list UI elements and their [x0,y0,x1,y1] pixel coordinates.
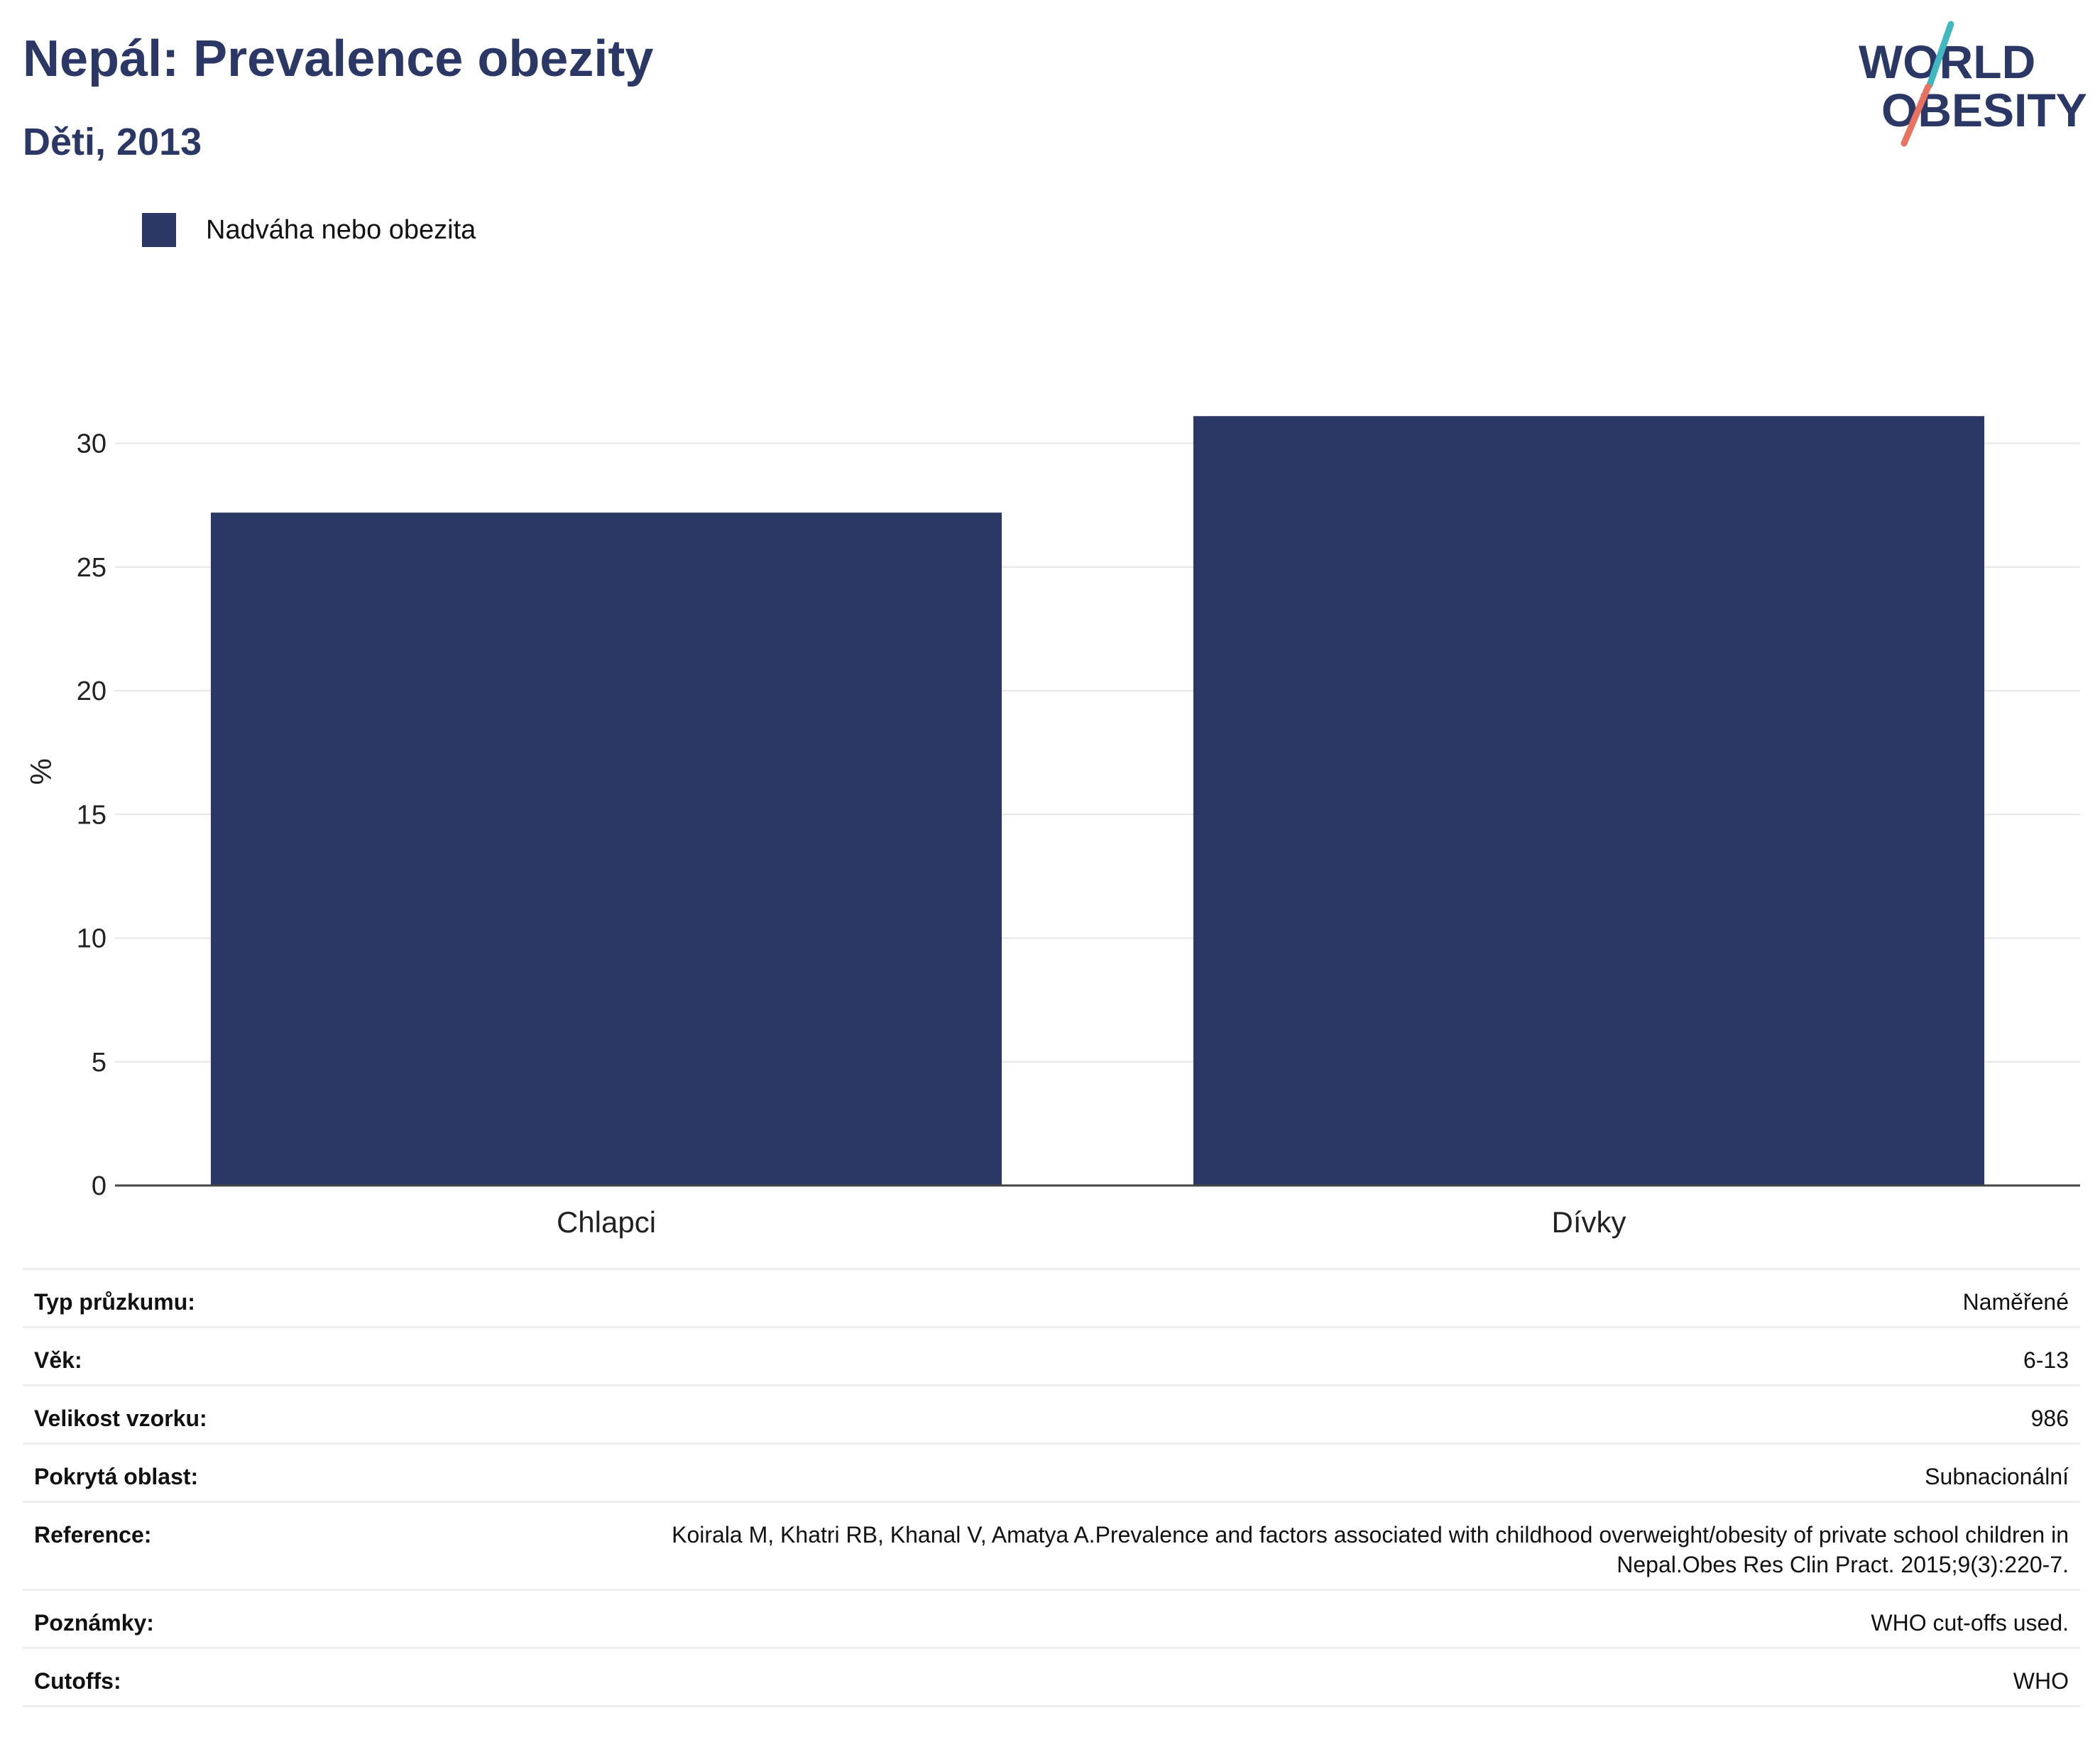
details-key: Typ průzkumu: [34,1289,195,1315]
x-tick-label: Chlapci [557,1205,656,1239]
details-value: WHO [2013,1668,2069,1694]
bar [210,513,1002,1185]
details-key: Pokrytá oblast: [34,1464,199,1489]
details-row: Pokrytá oblast: Subnacionální [23,1445,2080,1503]
details-row: Reference: Koirala M, Khatri RB, Khanal V… [23,1503,2080,1591]
y-axis-label: % [24,758,58,784]
x-tick-label: Dívky [1552,1205,1626,1239]
details-value: Subnacionální [1925,1464,2069,1489]
legend-label: Nadváha nebo obezita [206,214,476,245]
y-tick-label: 25 [77,553,106,583]
chart-legend: Nadváha nebo obezita [142,210,476,250]
bar-chart: 0 5 10 15 20 25 30 Chlapci Dívky% [24,416,2080,1239]
axes: 0 5 10 15 20 25 30 Chlapci Dívky% [24,429,2080,1239]
details-key: Věk: [34,1347,82,1373]
chart-subtitle: Děti, 2013 [23,121,202,163]
details-value: Koirala M, Khatri RB, Khanal V, Amatya A… [672,1522,2069,1577]
legend-swatch [142,213,176,247]
details-value: 986 [2030,1406,2069,1431]
details-row: Poznámky: WHO cut-offs used. [23,1591,2080,1649]
chart-title: Nepál: Prevalence obezity [23,31,654,87]
details-row: Věk: 6-13 [23,1328,2080,1386]
y-tick-label: 30 [77,429,106,459]
details-value: WHO cut-offs used. [1871,1610,2069,1636]
y-tick-label: 0 [92,1171,106,1201]
details-row: Typ průzkumu: Naměřené [23,1270,2080,1328]
world-obesity-logo: WORLD OBESITY [1859,21,2087,147]
details-key: Cutoffs: [34,1668,121,1694]
y-tick-label: 15 [77,800,106,830]
y-tick-label: 5 [92,1048,106,1078]
logo-slash-teal [1926,21,1954,89]
details-value: Naměřené [1962,1289,2069,1315]
details-key: Poznámky: [34,1610,154,1636]
y-tick-label: 10 [77,924,106,954]
y-tick-label: 20 [77,677,106,706]
details-row: Velikost vzorku: 986 [23,1386,2080,1445]
bar [1193,416,1985,1185]
bars [210,416,1985,1185]
survey-details-table: Typ průzkumu: Naměřené Věk: 6-13 Velikost vz… [23,1268,2080,1707]
details-key: Reference: [34,1522,152,1548]
details-key: Velikost vzorku: [34,1406,207,1431]
logo-slash-coral [1901,83,1932,147]
details-row: Cutoffs: WHO [23,1649,2080,1707]
details-value: 6-13 [2023,1347,2069,1373]
